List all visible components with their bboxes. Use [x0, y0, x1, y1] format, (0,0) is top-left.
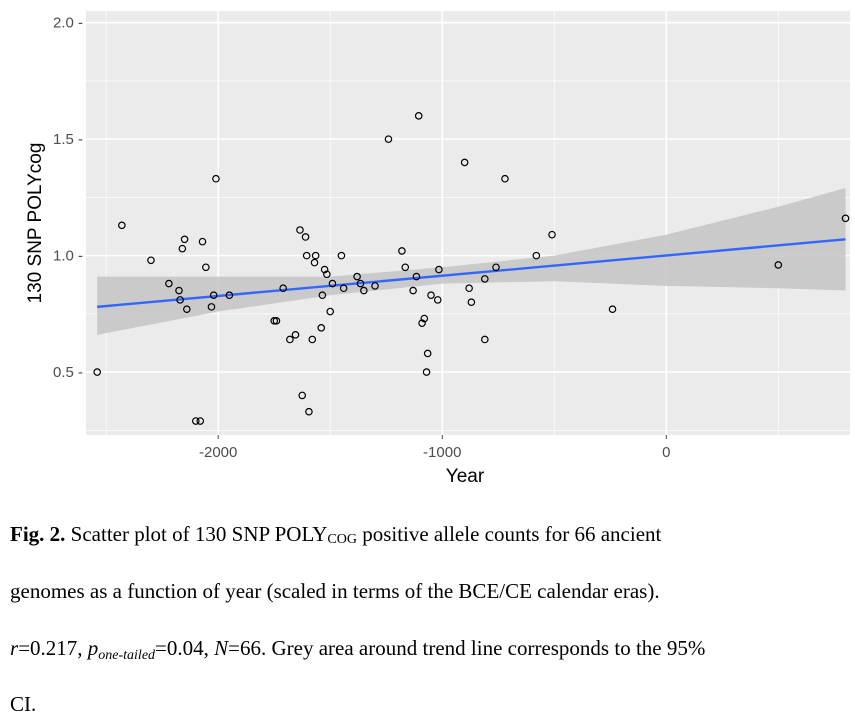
data-point: [467, 298, 476, 307]
data-point: [608, 305, 617, 313]
data-point: [423, 349, 432, 358]
data-point: [401, 263, 410, 272]
data-point: [548, 230, 556, 239]
data-point: [196, 417, 205, 425]
x-tick-label: 0: [662, 444, 670, 461]
data-point: [176, 296, 184, 304]
data-point: [492, 263, 500, 272]
data-point: [339, 284, 348, 293]
grid-major: [86, 11, 850, 435]
data-point: [302, 251, 311, 260]
data-point: [209, 291, 218, 300]
data-point: [180, 235, 189, 244]
grid-minor: [86, 11, 850, 435]
p-value: =0.04,: [155, 636, 215, 660]
data-point: [225, 291, 234, 300]
data-point: [311, 251, 320, 260]
figure-caption-line-3: r=0.217, pone-tailed=0.04, N=66. Grey ar…: [10, 636, 845, 664]
y-axis-title: 130 SNP POLYcog: [25, 143, 46, 304]
caption-text: positive allele counts for 66 ancient: [362, 522, 662, 546]
data-point: [501, 174, 509, 183]
data-point: [481, 335, 489, 344]
data-point: [305, 407, 313, 416]
scatter-plot: 0.5 - 1.0 - 1.5 - 2.0 - -2000 -1000 0 Year 13…: [25, 11, 850, 487]
data-point: [360, 286, 368, 295]
x-tick-label: -2000: [199, 444, 237, 461]
data-point: [308, 335, 317, 344]
data-point: [481, 275, 489, 283]
data-point: [301, 233, 310, 241]
figure-caption-line-2: genomes as a function of year (scaled in…: [10, 579, 660, 603]
figure-caption-line-4: CI.: [10, 692, 37, 716]
data-point: [175, 286, 183, 295]
data-point: [418, 319, 426, 327]
confidence-band: [97, 188, 846, 335]
data-point: [414, 112, 423, 120]
data-point: [427, 291, 435, 300]
data-point: [207, 303, 216, 311]
data-points: [93, 112, 850, 425]
data-point: [465, 284, 473, 293]
x-axis-ticks: -2000 -1000 0: [199, 435, 670, 461]
caption-text: Scatter plot of 130 SNP POLY: [70, 522, 328, 546]
data-point: [409, 286, 417, 295]
data-point: [323, 270, 331, 279]
p-symbol: p: [87, 636, 99, 660]
figure-caption-line-1: Fig. 2. Scatter plot of 130 SNP POLYCOG …: [10, 522, 845, 548]
data-point: [279, 284, 287, 293]
y-tick-label: 0.5 -: [53, 364, 83, 381]
data-point: [356, 279, 365, 288]
data-point: [326, 307, 335, 316]
data-point: [191, 417, 200, 425]
data-point: [841, 214, 850, 223]
data-point: [398, 247, 406, 255]
data-point: [178, 244, 187, 253]
data-point: [435, 265, 443, 274]
data-point: [298, 391, 307, 400]
data-point: [147, 256, 155, 265]
data-point: [291, 331, 300, 339]
r-symbol: r: [10, 636, 19, 660]
trend-line: [97, 238, 846, 309]
data-point: [202, 263, 210, 272]
data-point: [337, 251, 346, 260]
x-axis-title: Year: [446, 466, 485, 487]
data-point: [422, 368, 431, 376]
data-point: [286, 335, 294, 344]
x-tick-label: -1000: [423, 444, 461, 461]
data-point: [412, 272, 421, 281]
data-point: [212, 174, 220, 183]
data-point: [371, 282, 379, 290]
data-point: [93, 368, 102, 376]
data-point: [118, 221, 126, 230]
data-point: [774, 261, 783, 269]
y-tick-label: 1.0 -: [53, 248, 83, 265]
n-value: =66. Grey area around trend line corresp…: [228, 636, 706, 660]
data-point: [318, 291, 327, 300]
data-point: [310, 258, 319, 267]
data-point: [296, 226, 304, 234]
data-point: [460, 158, 469, 167]
y-tick-label: 1.5 -: [53, 131, 83, 148]
y-axis-ticks: 0.5 - 1.0 - 1.5 - 2.0 -: [53, 15, 83, 381]
figure-label: Fig. 2.: [10, 522, 66, 546]
data-point: [384, 135, 393, 143]
data-point: [272, 317, 281, 325]
data-point: [420, 314, 429, 323]
data-point: [320, 265, 329, 274]
n-symbol: N: [214, 636, 229, 660]
p-subscript: one-tailed: [98, 648, 156, 663]
y-tick-label: 2.0 -: [53, 15, 83, 32]
caption-subscript: COG: [327, 532, 357, 547]
data-point: [317, 324, 326, 332]
data-point: [353, 272, 361, 281]
data-point: [328, 279, 337, 288]
data-point: [532, 251, 541, 260]
r-value: =0.217,: [18, 636, 88, 660]
data-point: [270, 317, 278, 325]
data-point: [165, 279, 173, 288]
data-point: [433, 296, 442, 304]
data-point: [183, 305, 191, 313]
data-point: [198, 237, 207, 246]
